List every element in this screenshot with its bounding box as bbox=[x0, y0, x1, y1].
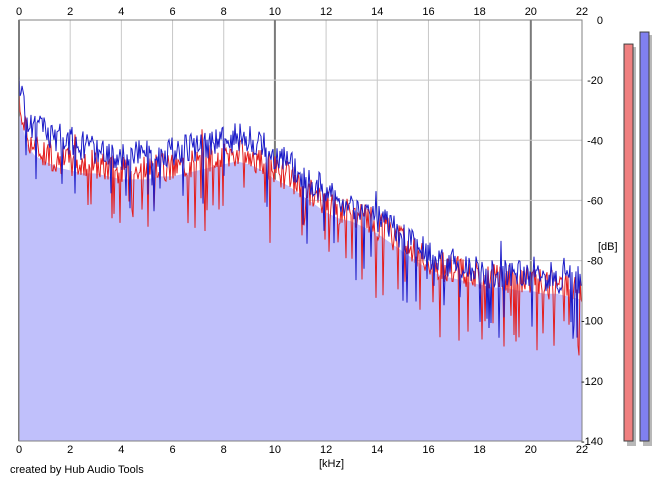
x-tick-label: 22 bbox=[576, 6, 588, 18]
y-tick-label: -100 bbox=[581, 316, 603, 328]
x-tick-label: 20 bbox=[525, 6, 537, 18]
x-tick-label: 10 bbox=[269, 444, 281, 456]
x-axis-label: [kHz] bbox=[319, 458, 345, 470]
y-tick-label: 0 bbox=[597, 15, 603, 27]
x-tick-label: 14 bbox=[371, 444, 383, 456]
x-tick-label: 12 bbox=[320, 444, 332, 456]
x-tick-label: 22 bbox=[576, 444, 588, 456]
y-tick-label: -20 bbox=[587, 75, 603, 87]
y-tick-label: -80 bbox=[587, 256, 603, 268]
y-tick-label: -60 bbox=[587, 195, 603, 207]
spectrum-fill-area bbox=[19, 113, 582, 441]
plot-frame bbox=[18, 19, 583, 442]
x-tick-labels-bottom: 0 2 4 6 8 10 12 14 16 18 20 22 bbox=[16, 444, 588, 456]
x-tick-label: 10 bbox=[269, 6, 281, 18]
x-tick-label: 6 bbox=[169, 6, 175, 18]
x-tick-label: 2 bbox=[67, 6, 73, 18]
x-tick-label: 4 bbox=[118, 6, 124, 18]
x-tick-label: 18 bbox=[474, 6, 486, 18]
x-tick-label: 12 bbox=[320, 6, 332, 18]
x-tick-label: 0 bbox=[16, 444, 22, 456]
x-tick-labels-top: 0 2 4 6 8 10 12 14 16 18 20 22 bbox=[16, 6, 588, 18]
y-tick-label: -140 bbox=[581, 436, 603, 448]
y-axis-label: [dB] bbox=[598, 241, 618, 253]
x-tick-label: 16 bbox=[422, 6, 434, 18]
x-tick-label: 6 bbox=[169, 444, 175, 456]
x-tick-label: 16 bbox=[422, 444, 434, 456]
series-left-line bbox=[18, 92, 583, 356]
x-tick-label: 0 bbox=[16, 6, 22, 18]
y-tick-labels: 0 -20 -40 -60 -80 -100 -120 -140 bbox=[581, 15, 603, 448]
credit-text: created by Hub Audio Tools bbox=[10, 464, 144, 476]
level-meters bbox=[623, 31, 652, 447]
x-tick-label: 14 bbox=[371, 6, 383, 18]
x-tick-label: 4 bbox=[118, 444, 124, 456]
series-right-line bbox=[18, 75, 583, 339]
y-tick-label: -120 bbox=[581, 376, 603, 388]
x-tick-label: 8 bbox=[221, 444, 227, 456]
x-tick-label: 2 bbox=[67, 444, 73, 456]
x-tick-label: 18 bbox=[474, 444, 486, 456]
x-tick-label: 8 bbox=[221, 6, 227, 18]
x-tick-label: 20 bbox=[525, 444, 537, 456]
y-tick-label: -40 bbox=[587, 135, 603, 147]
level-meter-left bbox=[623, 43, 634, 442]
level-meter-right bbox=[639, 31, 650, 442]
